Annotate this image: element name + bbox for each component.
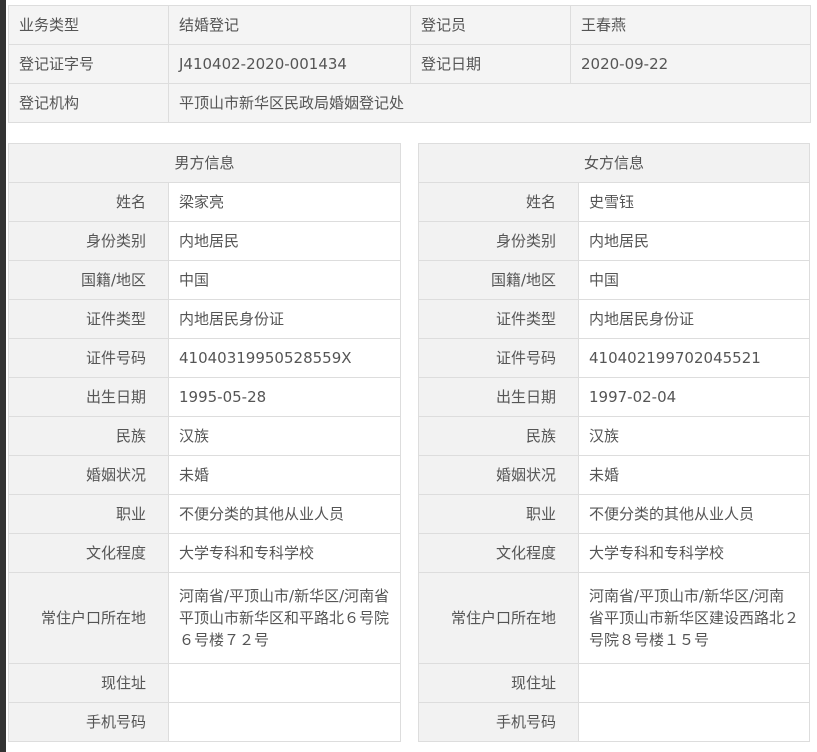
cert-no-value: J410402-2020-001434 — [168, 44, 411, 84]
field-value: 不便分类的其他从业人员 — [578, 494, 810, 534]
table-row: 现住址 — [418, 663, 810, 703]
org-value: 平顶山市新华区民政局婚姻登记处 — [168, 83, 811, 123]
field-value: 不便分类的其他从业人员 — [168, 494, 401, 534]
registrar-value: 王春燕 — [570, 5, 811, 45]
field-label: 出生日期 — [8, 377, 169, 417]
table-row: 现住址 — [8, 663, 401, 703]
field-label: 姓名 — [418, 182, 579, 222]
table-row: 证件号码 41040319950528559X — [8, 338, 401, 378]
table-row: 出生日期 1997-02-04 — [418, 377, 810, 417]
field-label: 文化程度 — [8, 533, 169, 573]
field-label: 国籍/地区 — [418, 260, 579, 300]
table-row: 姓名 梁家亮 — [8, 182, 401, 222]
field-label: 文化程度 — [418, 533, 579, 573]
field-label: 职业 — [8, 494, 169, 534]
field-value: 1997-02-04 — [578, 377, 810, 417]
field-label: 身份类别 — [418, 221, 579, 261]
field-label: 现住址 — [8, 663, 169, 703]
field-label: 婚姻状况 — [418, 455, 579, 495]
table-row: 职业 不便分类的其他从业人员 — [8, 494, 401, 534]
table-row: 证件类型 内地居民身份证 — [8, 299, 401, 339]
table-row: 国籍/地区 中国 — [418, 260, 810, 300]
field-value: 河南省/平顶山市/新华区/河南省平顶山市新华区建设西路北２号院８号楼１５号 — [578, 572, 810, 664]
field-label: 民族 — [418, 416, 579, 456]
field-value: 41040319950528559X — [168, 338, 401, 378]
male-info-title: 男方信息 — [8, 143, 401, 183]
field-label: 婚姻状况 — [8, 455, 169, 495]
field-value: 内地居民身份证 — [168, 299, 401, 339]
field-value: 梁家亮 — [168, 182, 401, 222]
cert-no-label: 登记证字号 — [8, 44, 169, 84]
table-row: 女方信息 — [418, 143, 810, 183]
field-value: 未婚 — [168, 455, 401, 495]
field-value: 汉族 — [168, 416, 401, 456]
field-value: 河南省/平顶山市/新华区/河南省平顶山市新华区和平路北６号院６号楼７２号 — [168, 572, 401, 664]
field-label: 民族 — [8, 416, 169, 456]
field-label: 常住户口所在地 — [418, 572, 579, 664]
field-value: 内地居民 — [168, 221, 401, 261]
registration-table: 业务类型 结婚登记 登记员 王春燕 登记证字号 J410402-2020-001… — [8, 5, 811, 123]
table-row: 文化程度 大学专科和专科学校 — [418, 533, 810, 573]
field-label: 常住户口所在地 — [8, 572, 169, 664]
field-label: 出生日期 — [418, 377, 579, 417]
table-row: 婚姻状况 未婚 — [8, 455, 401, 495]
field-value: 中国 — [578, 260, 810, 300]
field-value — [168, 663, 401, 703]
table-row: 姓名 史雪钰 — [418, 182, 810, 222]
table-row: 民族 汉族 — [8, 416, 401, 456]
field-value: 中国 — [168, 260, 401, 300]
business-type-label: 业务类型 — [8, 5, 169, 45]
table-row: 证件类型 内地居民身份证 — [418, 299, 810, 339]
field-value — [578, 702, 810, 742]
field-value: 1995-05-28 — [168, 377, 401, 417]
field-value: 内地居民身份证 — [578, 299, 810, 339]
field-label: 手机号码 — [418, 702, 579, 742]
field-label: 手机号码 — [8, 702, 169, 742]
table-row: 登记机构 平顶山市新华区民政局婚姻登记处 — [8, 83, 811, 123]
table-row: 常住户口所在地 河南省/平顶山市/新华区/河南省平顶山市新华区建设西路北２号院８号… — [418, 572, 810, 664]
field-label: 证件类型 — [418, 299, 579, 339]
field-value: 410402199702045521 — [578, 338, 810, 378]
male-info-table: 男方信息 姓名 梁家亮 身份类别 内地居民 国籍/地区 中国 证件类型 内地居民身份证 证件号码 4… — [8, 143, 401, 742]
field-label: 现住址 — [418, 663, 579, 703]
business-type-value: 结婚登记 — [168, 5, 411, 45]
org-label: 登记机构 — [8, 83, 169, 123]
table-row: 身份类别 内地居民 — [8, 221, 401, 261]
field-value: 汉族 — [578, 416, 810, 456]
table-row: 民族 汉族 — [418, 416, 810, 456]
table-row: 手机号码 — [8, 702, 401, 742]
female-info-title: 女方信息 — [418, 143, 810, 183]
field-label: 证件号码 — [418, 338, 579, 378]
table-row: 职业 不便分类的其他从业人员 — [418, 494, 810, 534]
date-label: 登记日期 — [410, 44, 571, 84]
table-row: 国籍/地区 中国 — [8, 260, 401, 300]
table-row: 男方信息 — [8, 143, 401, 183]
field-label: 职业 — [418, 494, 579, 534]
field-value — [168, 702, 401, 742]
field-label: 证件类型 — [8, 299, 169, 339]
table-row: 业务类型 结婚登记 登记员 王春燕 — [8, 5, 811, 45]
field-label: 国籍/地区 — [8, 260, 169, 300]
field-label: 身份类别 — [8, 221, 169, 261]
window-edge — [0, 0, 6, 752]
registrar-label: 登记员 — [410, 5, 571, 45]
field-label: 证件号码 — [8, 338, 169, 378]
table-row: 常住户口所在地 河南省/平顶山市/新华区/河南省平顶山市新华区和平路北６号院６号楼… — [8, 572, 401, 664]
table-row: 证件号码 410402199702045521 — [418, 338, 810, 378]
table-row: 身份类别 内地居民 — [418, 221, 810, 261]
field-value: 内地居民 — [578, 221, 810, 261]
table-row: 文化程度 大学专科和专科学校 — [8, 533, 401, 573]
table-row: 手机号码 — [418, 702, 810, 742]
table-row: 出生日期 1995-05-28 — [8, 377, 401, 417]
field-value: 未婚 — [578, 455, 810, 495]
table-row: 婚姻状况 未婚 — [418, 455, 810, 495]
date-value: 2020-09-22 — [570, 44, 811, 84]
table-row: 登记证字号 J410402-2020-001434 登记日期 2020-09-2… — [8, 44, 811, 84]
field-label: 姓名 — [8, 182, 169, 222]
female-info-table: 女方信息 姓名 史雪钰 身份类别 内地居民 国籍/地区 中国 证件类型 内地居民身份证 证件号码 4… — [418, 143, 810, 742]
field-value: 大学专科和专科学校 — [168, 533, 401, 573]
field-value: 大学专科和专科学校 — [578, 533, 810, 573]
field-value: 史雪钰 — [578, 182, 810, 222]
field-value — [578, 663, 810, 703]
